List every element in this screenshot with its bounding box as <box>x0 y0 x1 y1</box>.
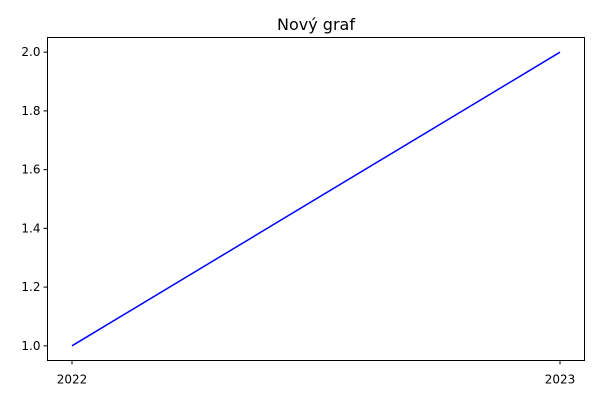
x-tick-label: 2023 <box>545 373 576 387</box>
y-tick-label: 1.2 <box>21 280 40 294</box>
x-tick-label: 2022 <box>57 373 88 387</box>
y-tick-label: 1.0 <box>21 339 40 353</box>
chart-title: Nový graf <box>277 15 355 34</box>
series-line <box>71 51 561 347</box>
x-axis: 2022 2023 <box>57 360 576 387</box>
y-axis: 1.0 1.2 1.4 1.6 1.8 2.0 <box>21 45 48 353</box>
y-tick-label: 1.8 <box>21 104 40 118</box>
series-layer <box>71 51 561 347</box>
y-tick-label: 1.6 <box>21 163 40 177</box>
y-tick-label: 1.4 <box>21 221 40 235</box>
y-tick-label: 2.0 <box>21 45 40 59</box>
